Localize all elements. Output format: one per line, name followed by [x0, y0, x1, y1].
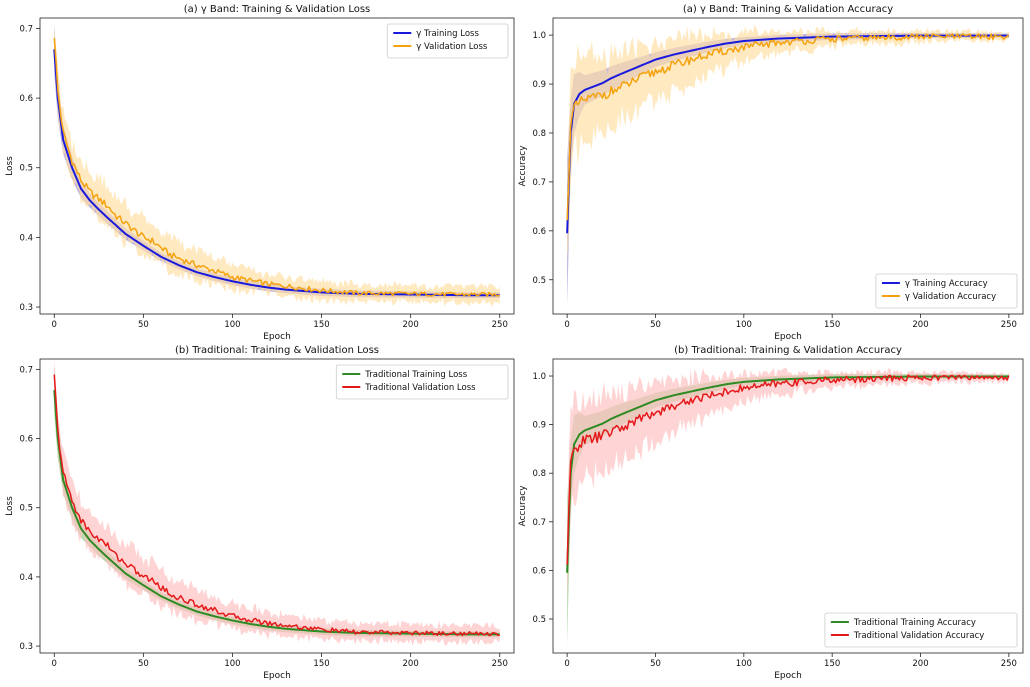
legend-label: γ Validation Loss: [416, 42, 488, 52]
legend-label: Traditional Training Loss: [364, 370, 467, 380]
y-tick-label: 0.5: [532, 276, 546, 286]
x-axis-label: Epoch: [774, 671, 802, 681]
y-tick-label: 0.3: [19, 642, 33, 652]
legend-box: [824, 612, 1018, 648]
axes-frame: [552, 17, 1024, 315]
legend-box: [335, 364, 509, 400]
legend-label: γ Validation Accuracy: [905, 292, 996, 302]
y-axis-label: Accuracy: [518, 145, 528, 187]
y-tick-label: 0.5: [19, 164, 33, 174]
x-tick-label: 50: [650, 320, 661, 330]
y-tick-label: 0.9: [532, 421, 546, 431]
y-tick-label: 1.0: [532, 31, 546, 41]
series-line-1: [53, 49, 500, 297]
y-tick-label: 0.6: [532, 227, 546, 237]
x-tick-label: 100: [224, 320, 240, 330]
x-tick-label: 150: [824, 659, 840, 669]
y-tick-label: 0.5: [19, 504, 33, 514]
y-axis-label: Loss: [5, 496, 15, 516]
x-axis-label: Epoch: [263, 671, 291, 681]
x-tick-label: 0: [564, 320, 569, 330]
y-tick-label: 0.7: [532, 178, 546, 188]
x-tick-label: 250: [492, 320, 508, 330]
y-tick-label: 0.7: [19, 24, 33, 34]
chart-panel-1: (a) γ Band: Training & Validation Loss 0 5…: [5, 4, 515, 342]
y-axis-label: Accuracy: [518, 485, 528, 527]
x-axis-label: Epoch: [263, 332, 291, 342]
plot-area: [566, 367, 1010, 646]
y-tick-label: 0.6: [532, 566, 546, 576]
x-tick-label: 150: [313, 659, 329, 669]
legend: Traditional Training Loss Traditional Val…: [335, 364, 509, 400]
x-axis-label: Epoch: [774, 332, 802, 342]
x-tick-label: 0: [52, 320, 57, 330]
series-band-2: [54, 25, 500, 307]
axes-frame: [39, 17, 515, 315]
y-tick-label: 1.0: [532, 372, 546, 382]
y-tick-label: 0.7: [19, 365, 33, 375]
legend: Traditional Training Accuracy Traditional…: [824, 612, 1018, 648]
series-band-2: [54, 359, 500, 647]
y-tick-label: 0.5: [532, 615, 546, 625]
legend-label: Traditional Validation Accuracy: [853, 631, 984, 641]
x-tick-label: 200: [912, 659, 928, 669]
axes-frame: [552, 358, 1024, 654]
legend: γ Training Loss γ Validation Loss: [386, 23, 509, 59]
series-band-2: [567, 367, 1009, 599]
series-line-2: [53, 374, 500, 637]
y-tick-label: 0.6: [19, 94, 33, 104]
y-tick-label: 0.4: [19, 573, 33, 583]
chart-panel-4: (b) Traditional: Training & Validation A…: [518, 345, 1024, 681]
y-tick-label: 0.3: [19, 303, 33, 313]
x-tick-label: 250: [492, 659, 508, 669]
x-tick-label: 50: [650, 659, 661, 669]
x-tick-label: 150: [313, 320, 329, 330]
series-line-2: [566, 33, 1010, 221]
legend: γ Training Accuracy γ Validation Accuracy: [875, 273, 1018, 309]
legend-box: [875, 273, 1018, 309]
x-tick-label: 100: [736, 659, 752, 669]
x-tick-label: 0: [564, 659, 569, 669]
y-tick-label: 0.7: [532, 518, 546, 528]
y-tick-label: 0.8: [532, 469, 546, 479]
legend-label: Traditional Training Accuracy: [853, 618, 976, 628]
chart-panel-3: (b) Traditional: Training & Validation L…: [5, 345, 515, 681]
x-tick-label: 100: [224, 659, 240, 669]
x-tick-label: 200: [403, 320, 419, 330]
legend-label: γ Training Accuracy: [905, 279, 988, 289]
series-line-2: [566, 374, 1010, 565]
y-tick-label: 0.8: [532, 129, 546, 139]
x-tick-label: 200: [912, 320, 928, 330]
x-tick-label: 50: [138, 659, 149, 669]
y-axis-label: Loss: [5, 156, 15, 176]
series-band-2: [567, 24, 1009, 262]
series-band-1: [54, 24, 500, 299]
x-tick-label: 250: [1001, 320, 1017, 330]
chart-title: (b) Traditional: Training & Validation L…: [175, 345, 379, 356]
x-tick-label: 50: [138, 320, 149, 330]
chart-title: (a) γ Band: Training & Validation Loss: [184, 4, 371, 15]
plot-area: [566, 24, 1010, 307]
chart-panel-2: (a) γ Band: Training & Validation Accura…: [518, 4, 1024, 342]
y-tick-label: 0.6: [19, 435, 33, 445]
chart-title: (b) Traditional: Training & Validation A…: [674, 345, 902, 356]
x-tick-label: 0: [52, 659, 57, 669]
plot-area: [53, 359, 500, 647]
y-tick-label: 0.4: [19, 233, 33, 243]
legend-box: [386, 23, 509, 59]
x-tick-label: 250: [1001, 659, 1017, 669]
plot-area: [53, 24, 500, 307]
x-tick-label: 100: [736, 320, 752, 330]
legend-label: γ Training Loss: [416, 29, 479, 39]
x-tick-label: 150: [824, 320, 840, 330]
axes-frame: [39, 358, 515, 654]
y-tick-label: 0.9: [532, 80, 546, 90]
chart-title: (a) γ Band: Training & Validation Accura…: [683, 4, 893, 15]
x-tick-label: 200: [403, 659, 419, 669]
series-line-2: [53, 38, 500, 297]
legend-label: Traditional Validation Loss: [364, 383, 476, 393]
series-band-1: [54, 365, 500, 638]
series-line-1: [53, 390, 500, 636]
